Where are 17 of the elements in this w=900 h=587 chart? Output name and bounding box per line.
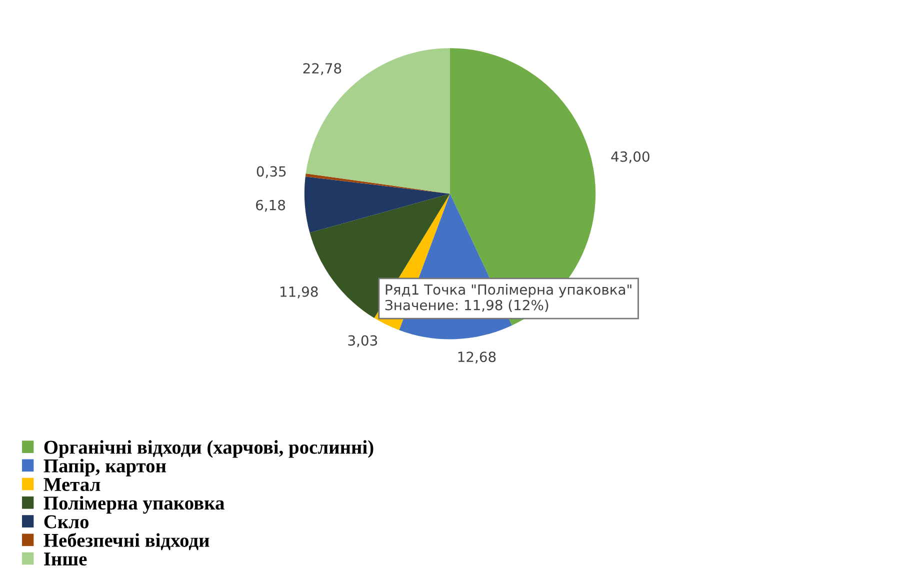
data-label: 6,18 (256, 200, 286, 212)
legend-label: Скло (44, 515, 89, 528)
data-label: 11,98 (280, 286, 318, 298)
legend-label: Інше (44, 552, 87, 566)
data-label: 3,03 (348, 335, 378, 348)
legend-label: Полімерна упаковка (44, 496, 224, 514)
pie-slice (305, 173, 450, 194)
data-label: 12,68 (458, 352, 496, 364)
legend-label: Метал (44, 478, 100, 492)
text: Ряд1 Точка "Полімерна упаковка" Значение: 11,98 (12%) (385, 284, 632, 312)
data-label: 43,00 (611, 151, 650, 164)
data-label: 22,78 (303, 63, 342, 76)
legend-label: Органічні відходи (харчові, рослинні) (44, 440, 374, 458)
legend-label: Папір, картон (44, 458, 166, 476)
data-label: 0,35 (256, 166, 286, 178)
pie-slice (304, 176, 450, 233)
legend-label: Небезпечні відходи (44, 532, 210, 550)
